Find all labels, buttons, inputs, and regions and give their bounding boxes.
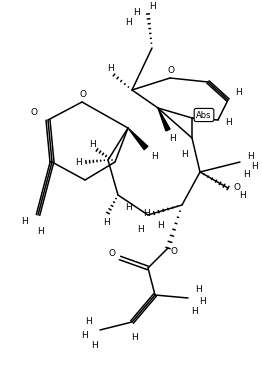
Text: O: O — [108, 249, 116, 258]
Text: H: H — [137, 225, 143, 233]
Text: H: H — [235, 87, 241, 97]
Text: H: H — [90, 139, 96, 148]
Text: H: H — [157, 221, 163, 229]
Text: H: H — [81, 330, 87, 340]
Text: H: H — [195, 286, 201, 295]
Text: H: H — [107, 64, 113, 73]
Text: H: H — [151, 151, 157, 161]
Text: H: H — [125, 202, 131, 212]
Text: H: H — [149, 1, 155, 10]
Text: H: H — [85, 317, 91, 326]
Text: H: H — [131, 333, 137, 343]
Polygon shape — [158, 108, 170, 131]
Text: O: O — [167, 65, 174, 74]
Text: H: H — [21, 216, 27, 225]
Text: H: H — [239, 191, 245, 199]
Text: H: H — [37, 226, 43, 235]
Text: H: H — [225, 118, 231, 127]
Polygon shape — [128, 128, 148, 150]
Text: H: H — [247, 151, 253, 161]
Text: H: H — [243, 169, 249, 178]
Text: H: H — [251, 161, 257, 171]
Text: H: H — [133, 7, 139, 17]
Text: O: O — [234, 182, 241, 192]
Text: O: O — [171, 246, 177, 256]
Text: H: H — [125, 17, 131, 27]
Text: Abs: Abs — [196, 111, 212, 120]
Text: H: H — [169, 134, 175, 142]
Text: H: H — [103, 218, 109, 226]
Text: H: H — [199, 297, 205, 306]
Text: H: H — [143, 209, 149, 218]
Text: O: O — [79, 90, 86, 98]
Text: O: O — [30, 108, 37, 117]
Text: H: H — [91, 342, 97, 350]
Text: H: H — [181, 149, 187, 158]
Text: H: H — [75, 158, 81, 166]
Text: H: H — [191, 307, 197, 316]
